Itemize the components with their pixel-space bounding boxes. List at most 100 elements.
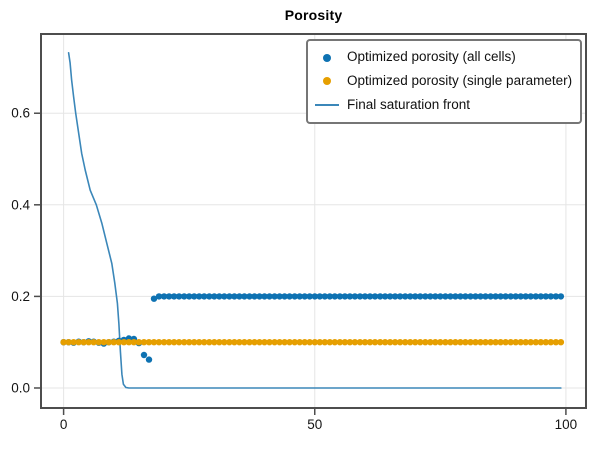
data-point [346,339,354,346]
axis-tick-layer: 0 50 100 0.0 0.2 0.4 0.6 [11,106,577,432]
legend-item: Optimized porosity (single parameter) [314,73,572,89]
plot-frame [40,33,587,409]
legend-item-label: Optimized porosity (all cells) [347,49,516,65]
data-point [150,339,158,346]
data-point [422,293,429,300]
x-tick-label: 100 [555,417,578,432]
data-point [70,339,77,346]
data-point [316,339,323,346]
data-point [507,293,514,300]
data-point [110,339,118,346]
data-point [351,293,359,300]
data-point [386,339,394,346]
data-point [90,339,97,346]
data-point [497,293,504,300]
data-point [191,293,198,300]
data-point [256,293,263,300]
data-point [371,293,379,300]
data-point [296,339,303,346]
data-point [155,293,163,300]
data-point [140,339,148,346]
data-point [216,339,223,346]
data-point [557,339,565,346]
legend-dot-icon [314,53,340,62]
data-point [512,339,519,346]
data-point [231,293,238,300]
data-point [160,293,168,300]
data-point [396,293,404,300]
data-point [336,293,344,300]
data-point [537,339,544,346]
data-point [196,339,203,346]
data-point [286,293,293,300]
data-point [311,339,318,346]
scatter-series-1 [60,339,565,346]
data-point [447,293,454,300]
chart-title: Porosity [284,7,343,23]
data-point [201,339,208,346]
data-point [251,293,258,300]
data-point [507,339,514,346]
data-point [201,293,208,300]
data-point [251,339,258,346]
data-point [432,293,439,300]
data-point [301,293,308,300]
data-point [482,339,489,346]
data-point [145,356,153,363]
data-point [186,339,193,346]
data-point [85,339,92,346]
line-series-2 [67,52,562,389]
data-point [160,339,168,346]
data-point [492,339,499,346]
data-point [522,339,529,346]
data-point [552,293,560,300]
data-point [417,339,424,346]
legend: Optimized porosity (all cells) Optimized … [306,39,582,124]
data-point [191,339,198,346]
data-point [301,339,308,346]
x-tick-label: 0 [60,417,68,432]
data-point [517,339,524,346]
data-point [291,339,298,346]
data-point [115,339,123,346]
data-point [316,293,323,300]
data-point [537,293,544,300]
dot-swatch [323,53,331,62]
data-point [376,339,384,346]
data-point [286,339,293,346]
data-point [396,339,404,346]
data-point [276,293,283,300]
data-point [236,293,243,300]
data-point [321,293,328,300]
legend-item: Optimized porosity (all cells) [314,50,572,65]
data-point [492,293,499,300]
data-point [95,339,103,346]
data-point [165,293,173,300]
data-point [311,293,318,300]
data-point [376,293,384,300]
data-point [80,339,87,346]
data-point [557,293,565,300]
data-point [532,293,539,300]
data-point [196,293,203,300]
data-point [306,293,313,300]
data-point [296,293,303,300]
data-point [241,293,248,300]
legend-item: Final saturation front [314,97,572,113]
data-point [60,339,67,346]
data-point [547,339,554,346]
data-point [326,339,333,346]
data-point [502,339,509,346]
y-tick-label: 0.6 [11,106,30,121]
data-point [371,339,379,346]
data-point [236,339,243,346]
data-point [326,293,333,300]
legend-dot-icon [314,77,340,86]
data-point [472,293,479,300]
data-point [527,293,534,300]
data-point [452,293,459,300]
data-point [442,293,449,300]
data-point [336,339,344,346]
data-point [341,339,349,346]
